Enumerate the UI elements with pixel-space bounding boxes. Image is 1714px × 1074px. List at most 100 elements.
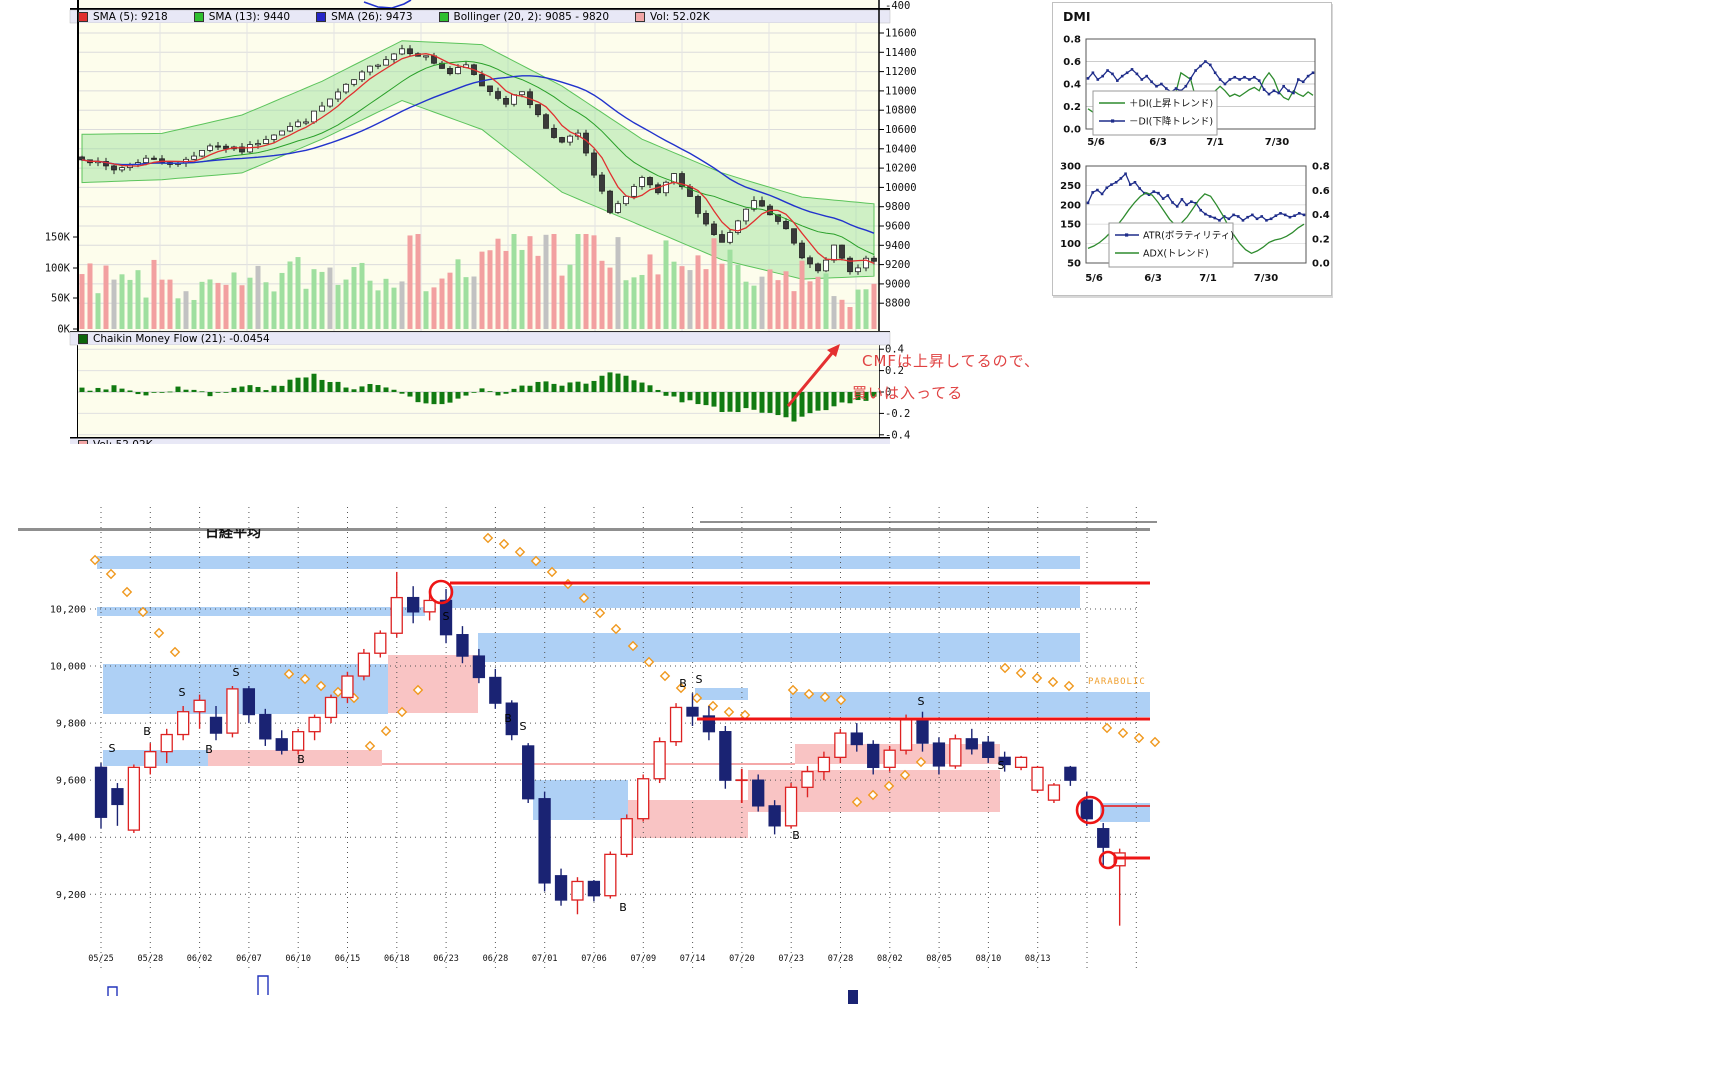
svg-text:100K: 100K xyxy=(45,263,71,275)
bollinger-band xyxy=(81,40,875,280)
annotation-text-line2: 買いは入ってる xyxy=(852,384,964,402)
svg-text:0.4: 0.4 xyxy=(1063,80,1081,91)
svg-text:6/3: 6/3 xyxy=(1149,137,1167,148)
svg-text:B: B xyxy=(504,712,512,725)
dotted-grid xyxy=(90,507,1137,968)
svg-text:300: 300 xyxy=(1060,162,1081,173)
svg-text:9600: 9600 xyxy=(885,221,910,233)
svg-text:11200: 11200 xyxy=(885,66,917,78)
svg-text:10600: 10600 xyxy=(885,124,917,136)
svg-text:0.8: 0.8 xyxy=(1312,162,1330,173)
svg-text:B: B xyxy=(297,753,305,766)
svg-text:＋DI(上昇トレンド): ＋DI(上昇トレンド) xyxy=(1129,99,1213,110)
svg-text:0.2: 0.2 xyxy=(1312,234,1330,245)
svg-text:150: 150 xyxy=(1060,220,1081,231)
svg-text:11400: 11400 xyxy=(885,47,917,59)
svg-text:0.0: 0.0 xyxy=(1063,125,1081,136)
svg-text:8800: 8800 xyxy=(885,298,910,310)
vol-legend-label: Vol: 52.02K xyxy=(93,439,153,445)
svg-text:08/13: 08/13 xyxy=(1025,954,1051,964)
svg-text:150K: 150K xyxy=(45,232,71,244)
svg-text:08/05: 08/05 xyxy=(926,954,952,964)
svg-text:07/06: 07/06 xyxy=(581,954,607,964)
svg-text:-0.4: -0.4 xyxy=(885,429,910,441)
svg-text:0K: 0K xyxy=(57,324,70,336)
svg-text:07/23: 07/23 xyxy=(778,954,804,964)
legend-item: SMA (5): 9218 xyxy=(78,11,168,23)
sma5-line xyxy=(81,53,875,265)
svg-text:200: 200 xyxy=(1060,200,1081,211)
svg-text:7/30: 7/30 xyxy=(1254,273,1279,284)
sma13-line xyxy=(81,60,875,255)
svg-text:0.6: 0.6 xyxy=(1063,57,1081,68)
legend-item: Bollinger (20, 2): 9085 - 9820 xyxy=(438,11,609,23)
svg-text:07/01: 07/01 xyxy=(532,954,558,964)
svg-text:9,200: 9,200 xyxy=(56,890,86,901)
svg-text:11600: 11600 xyxy=(885,28,917,40)
svg-text:5/6: 5/6 xyxy=(1085,273,1103,284)
legend-swatch xyxy=(193,11,204,22)
svg-text:0.2: 0.2 xyxy=(1063,102,1081,113)
volume-bars xyxy=(79,234,877,329)
svg-text:-0.2: -0.2 xyxy=(885,408,910,420)
cmf-legend-strip: Chaikin Money Flow (21): -0.0454 xyxy=(78,332,270,345)
legend-swatch xyxy=(78,11,88,22)
annotation-arrow-icon xyxy=(786,344,840,407)
dmi-charts: 0.8 0.6 0.4 0.2 0.0 5/6 6/3 7/1 7/30 ＋DI(上昇トレンド) －… xyxy=(1060,35,1330,285)
svg-text:08/10: 08/10 xyxy=(976,954,1002,964)
nikkei-candlesticks xyxy=(94,571,1126,926)
dmi-line xyxy=(1087,172,1305,222)
svg-text:08/02: 08/02 xyxy=(877,954,903,964)
svg-text:06/23: 06/23 xyxy=(433,954,459,964)
svg-text:50K: 50K xyxy=(51,293,71,305)
svg-text:B: B xyxy=(143,725,151,738)
svg-text:9000: 9000 xyxy=(885,278,910,290)
svg-text:0.6: 0.6 xyxy=(1312,186,1330,197)
dmi-indicator-panel: DMI 0.8 0.6 0.4 0.2 0.0 5/6 6/3 7/1 7/30 ＋DI(上昇トレ… xyxy=(1052,2,1332,296)
svg-text:05/28: 05/28 xyxy=(138,954,164,964)
svg-text:－DI(下降トレンド): －DI(下降トレンド) xyxy=(1129,116,1213,128)
price-axis: -400 11600 11400 11200 11000 10800 10600 10400 1… xyxy=(45,0,917,336)
chart-legend-strip: SMA (5): 9218 SMA (13): 9440 SMA (26): 947… xyxy=(78,10,736,23)
vol-legend-strip-clipped: Vol: 52.02K xyxy=(78,438,378,444)
svg-text:10200: 10200 xyxy=(885,163,917,175)
svg-text:0.4: 0.4 xyxy=(1312,210,1330,221)
svg-text:S: S xyxy=(233,666,240,679)
parabolic-label: PARABOLIC xyxy=(1088,677,1146,687)
svg-text:ATR(ボラティリティ): ATR(ボラティリティ) xyxy=(1143,231,1234,242)
svg-text:S: S xyxy=(520,720,527,733)
main-price-chart: -400 11600 11400 11200 11000 10800 10600 10400 1… xyxy=(45,0,917,444)
red-markup xyxy=(428,579,1150,870)
svg-text:ADX(トレンド): ADX(トレンド) xyxy=(1143,249,1209,260)
svg-text:9800: 9800 xyxy=(885,201,910,213)
svg-text:250: 250 xyxy=(1060,181,1081,192)
divider-line-upper xyxy=(700,521,1157,523)
partial-next-panel-marks xyxy=(107,975,858,1004)
svg-text:100: 100 xyxy=(1060,239,1081,250)
svg-text:06/02: 06/02 xyxy=(187,954,213,964)
svg-text:-400: -400 xyxy=(885,0,910,12)
svg-text:S: S xyxy=(109,742,116,755)
svg-text:07/28: 07/28 xyxy=(828,954,854,964)
legend-item: SMA (13): 9440 xyxy=(193,11,290,23)
svg-text:B: B xyxy=(205,743,213,756)
svg-text:0.4: 0.4 xyxy=(885,344,904,356)
svg-text:10800: 10800 xyxy=(885,105,917,117)
bottom-chart-title: 日経平均 xyxy=(205,529,261,539)
svg-text:0: 0 xyxy=(885,387,891,399)
svg-text:06/18: 06/18 xyxy=(384,954,410,964)
svg-text:50: 50 xyxy=(1067,259,1081,270)
svg-text:10,200: 10,200 xyxy=(50,605,86,616)
svg-text:S: S xyxy=(918,695,925,708)
svg-text:06/15: 06/15 xyxy=(335,954,361,964)
cmf-legend-label: Chaikin Money Flow (21): -0.0454 xyxy=(93,332,270,345)
svg-text:0.0: 0.0 xyxy=(1312,259,1330,270)
svg-text:S: S xyxy=(179,686,186,699)
legend-swatch xyxy=(316,11,327,22)
legend-swatch xyxy=(438,11,449,22)
annotation-text-line1: CMFは上昇してるので、 xyxy=(862,352,1040,370)
svg-text:0.2: 0.2 xyxy=(885,365,904,377)
nikkei-daily-chart: 10,200 10,000 9,800 9,600 9,400 9,200 05/25 05/… xyxy=(50,507,1161,1004)
